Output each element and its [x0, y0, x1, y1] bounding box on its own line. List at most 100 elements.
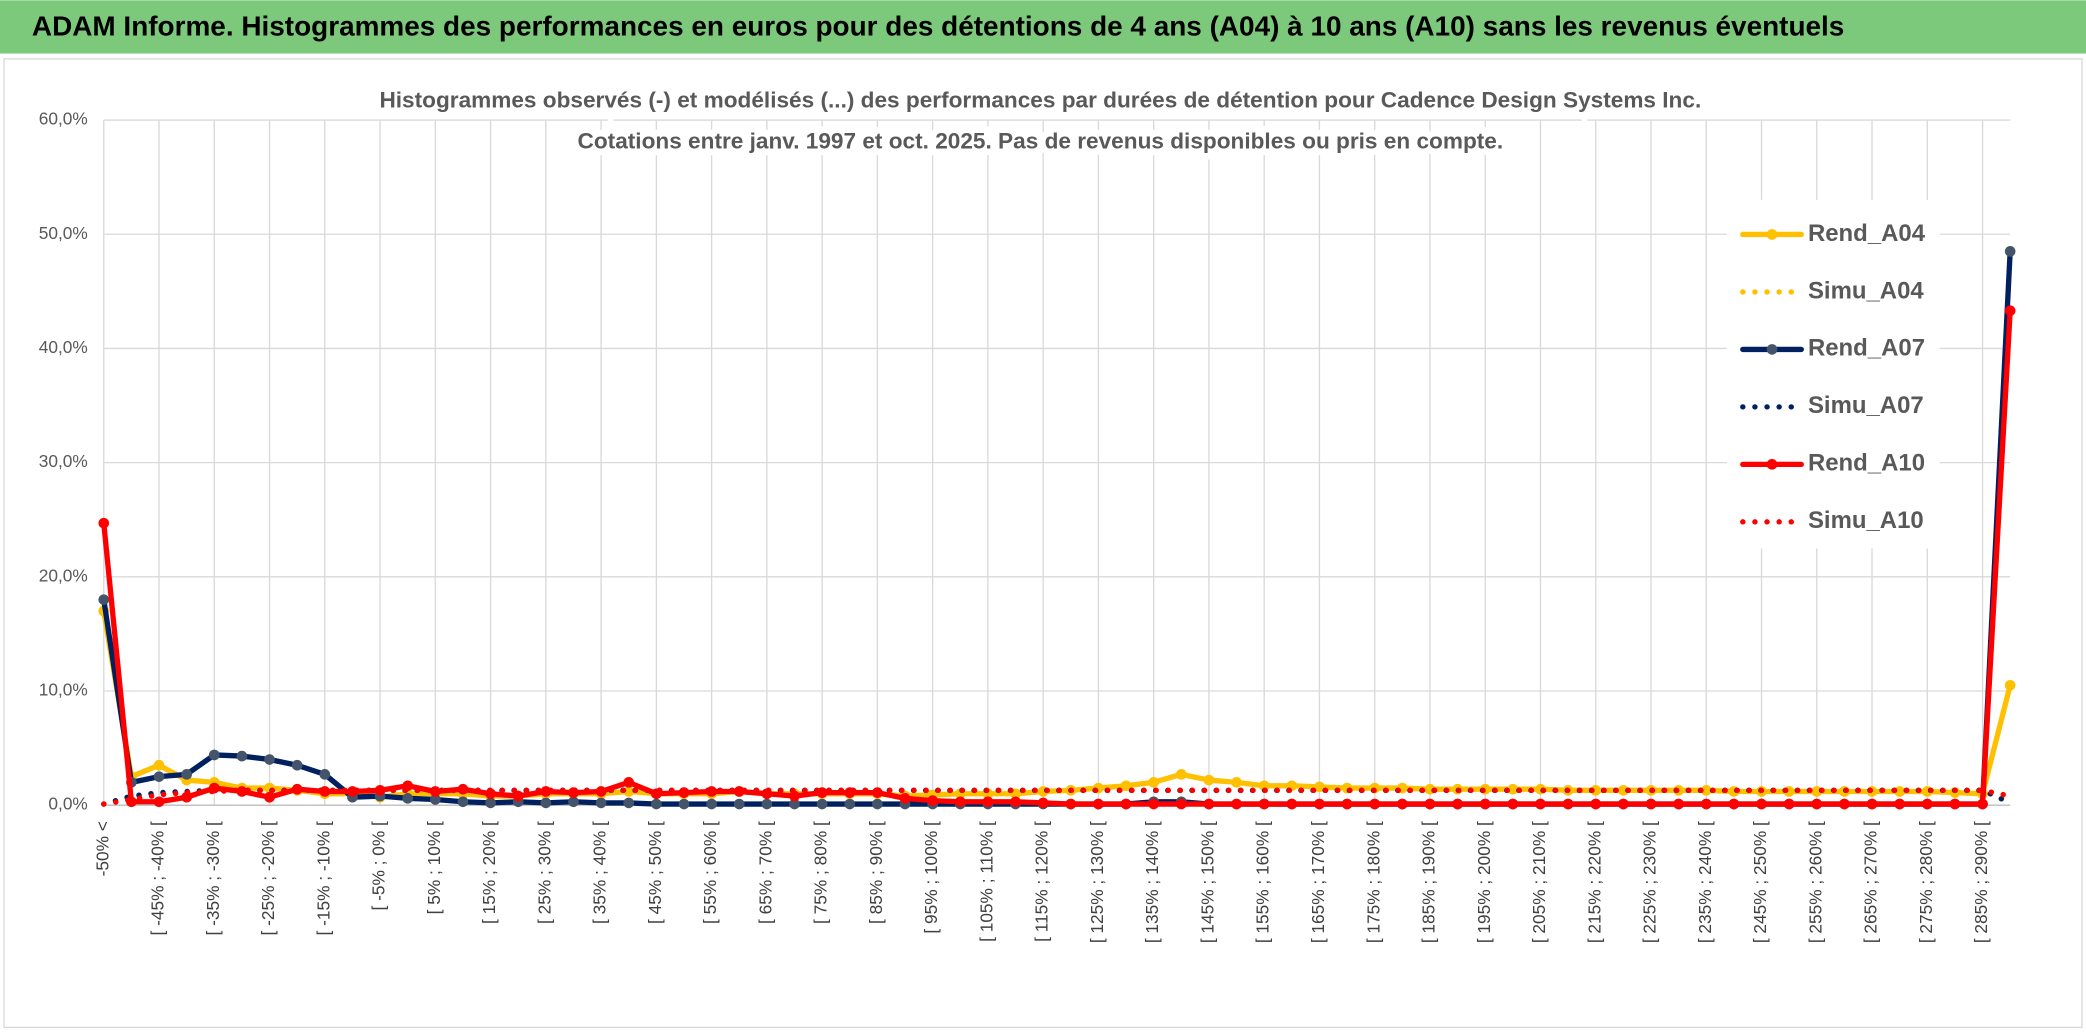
- x-tick-label: [ -15% ; -10% [: [313, 821, 333, 935]
- marker: [1120, 798, 1132, 810]
- marker: [1618, 785, 1629, 796]
- x-tick-label: [ 175% ; 180% [: [1363, 821, 1383, 943]
- marker: [1452, 798, 1463, 810]
- marker: [733, 786, 745, 797]
- marker: [236, 750, 248, 762]
- line: [101, 308, 2013, 807]
- marker: [1314, 781, 1325, 793]
- x-tick-label: [ 265% ; 270% [: [1861, 821, 1881, 943]
- x-tick-label: [ 285% ; 290% [: [1971, 821, 1991, 943]
- legend-label: Simu_A10: [1808, 507, 1924, 534]
- marker: [512, 790, 524, 802]
- chart-subtitle: Cotations entre janv. 1997 et oct. 2025.…: [578, 129, 1504, 154]
- marker: [1065, 798, 1077, 810]
- legend-marker: [1766, 344, 1778, 355]
- chart-title: Histogrammes observés (-) et modélisés (…: [379, 87, 1701, 112]
- marker: [1341, 798, 1353, 810]
- marker: [1507, 798, 1519, 810]
- marker: [1203, 798, 1215, 810]
- x-tick-label: [ 105% ; 110% [: [976, 821, 996, 942]
- marker: [1535, 798, 1546, 810]
- marker: [1286, 798, 1298, 810]
- legend-label: Simu_A04: [1808, 277, 1924, 304]
- x-tick-label: [ 225% ; 230% [: [1640, 821, 1660, 943]
- marker: [402, 793, 414, 804]
- x-tick-label: [ -25% ; -20% [: [258, 821, 278, 935]
- marker: [1175, 769, 1187, 780]
- marker: [181, 769, 192, 780]
- marker: [1369, 798, 1381, 810]
- x-tick-label: [ 95% ; 100% [: [921, 821, 941, 934]
- legend-label: Simu_A07: [1808, 392, 1924, 419]
- x-tick-label: [ 145% ; 150% [: [1197, 821, 1217, 943]
- marker: [1673, 798, 1684, 810]
- marker: [1148, 798, 1159, 810]
- marker: [816, 798, 828, 810]
- x-tick-label: [ 245% ; 250% [: [1750, 821, 1770, 943]
- legend-box: [1726, 199, 1940, 549]
- y-tick-label: 10,0%: [39, 680, 88, 700]
- marker: [1120, 780, 1132, 792]
- marker: [1562, 798, 1574, 810]
- marker: [1175, 798, 1187, 810]
- y-tick-label: 30,0%: [39, 451, 88, 471]
- x-tick-label: [ 205% ; 210% [: [1529, 821, 1549, 943]
- x-tick-label: [ 35% ; 40% [: [590, 821, 610, 924]
- marker: [1783, 798, 1795, 810]
- marker: [1728, 798, 1740, 810]
- x-tick-label: [ 195% ; 200% [: [1474, 821, 1494, 943]
- marker: [1010, 796, 1021, 808]
- marker: [1424, 798, 1436, 810]
- marker: [789, 798, 800, 810]
- marker: [1148, 777, 1159, 788]
- marker: [2004, 679, 2016, 691]
- marker: [540, 786, 552, 797]
- marker: [1894, 786, 1905, 797]
- y-tick-label: 40,0%: [39, 337, 88, 357]
- marker: [264, 791, 275, 803]
- header-bar: [0, 0, 2086, 54]
- marker: [568, 796, 579, 808]
- marker: [429, 786, 441, 797]
- y-tick-label: 0,0%: [48, 794, 87, 814]
- chart-border: [3, 58, 2083, 1029]
- x-tick-label: [ 55% ; 60% [: [700, 821, 720, 924]
- marker: [1866, 798, 1878, 810]
- marker: [98, 517, 110, 529]
- marker: [844, 798, 856, 810]
- marker: [2004, 246, 2016, 257]
- marker: [264, 754, 275, 765]
- x-tick-label: [ -5% ; 0% [: [369, 821, 389, 911]
- marker: [429, 794, 441, 805]
- x-tick-label: [ -45% ; -40% [: [148, 821, 168, 935]
- marker: [1231, 798, 1242, 810]
- marker: [623, 786, 635, 797]
- marker: [678, 798, 690, 810]
- marker: [319, 769, 331, 780]
- plot-area: 0,0% 10,0% 20,0% 30,0% 40,0% 50,0% 60,0% -50% <…: [39, 109, 2016, 943]
- marker: [623, 797, 635, 809]
- marker: [208, 749, 220, 761]
- x-tick-label: [ 215% ; 220% [: [1584, 821, 1604, 943]
- marker: [927, 795, 938, 806]
- legend-label: Rend_A10: [1808, 450, 1925, 477]
- x-tick-label: [ 275% ; 280% [: [1916, 821, 1936, 943]
- marker: [153, 771, 165, 782]
- marker: [1203, 774, 1215, 786]
- marker: [98, 594, 110, 605]
- x-tick-label: -50% <: [92, 821, 112, 876]
- x-tick-label: [ 65% ; 70% [: [755, 821, 775, 924]
- marker: [1645, 798, 1657, 810]
- legend-label: Rend_A07: [1808, 335, 1925, 362]
- marker: [954, 796, 966, 808]
- marker: [1921, 798, 1933, 810]
- header-title: ADAM Informe. Histogrammes des performan…: [32, 11, 1844, 42]
- marker: [872, 798, 883, 810]
- x-tick-label: [ 75% ; 80% [: [811, 821, 831, 924]
- marker: [153, 796, 165, 808]
- marker: [1479, 798, 1491, 810]
- y-tick-label: 20,0%: [39, 565, 88, 585]
- legend-label: Rend_A04: [1808, 220, 1926, 247]
- x-tick-label: [ 115% ; 120% [: [1032, 821, 1052, 942]
